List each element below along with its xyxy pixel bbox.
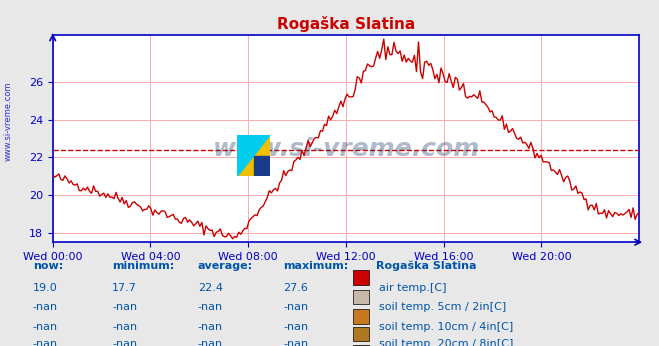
Text: -nan: -nan [33, 339, 58, 346]
Text: www.si-vreme.com: www.si-vreme.com [3, 81, 13, 161]
Text: -nan: -nan [112, 322, 137, 332]
Polygon shape [237, 135, 270, 176]
Text: minimum:: minimum: [112, 261, 174, 271]
Text: -nan: -nan [283, 339, 308, 346]
FancyBboxPatch shape [353, 345, 369, 346]
FancyBboxPatch shape [353, 271, 369, 285]
Text: air temp.[C]: air temp.[C] [379, 283, 446, 293]
Text: 19.0: 19.0 [33, 283, 58, 293]
Text: soil temp. 5cm / 2in[C]: soil temp. 5cm / 2in[C] [379, 302, 506, 312]
Text: -nan: -nan [112, 339, 137, 346]
Text: Rogaška Slatina: Rogaška Slatina [376, 261, 476, 271]
Text: soil temp. 10cm / 4in[C]: soil temp. 10cm / 4in[C] [379, 322, 513, 332]
Text: -nan: -nan [283, 322, 308, 332]
Text: -nan: -nan [112, 302, 137, 312]
Text: maximum:: maximum: [283, 261, 349, 271]
Text: 17.7: 17.7 [112, 283, 137, 293]
Text: www.si-vreme.com: www.si-vreme.com [212, 137, 480, 161]
FancyBboxPatch shape [353, 309, 369, 324]
Text: -nan: -nan [198, 322, 223, 332]
Polygon shape [237, 135, 270, 176]
Text: 27.6: 27.6 [283, 283, 308, 293]
Text: soil temp. 20cm / 8in[C]: soil temp. 20cm / 8in[C] [379, 339, 513, 346]
Text: -nan: -nan [198, 339, 223, 346]
FancyBboxPatch shape [353, 327, 369, 341]
Text: 22.4: 22.4 [198, 283, 223, 293]
Title: Rogaška Slatina: Rogaška Slatina [277, 16, 415, 32]
Text: average:: average: [198, 261, 253, 271]
Text: -nan: -nan [198, 302, 223, 312]
Text: -nan: -nan [33, 302, 58, 312]
FancyBboxPatch shape [353, 290, 369, 304]
Polygon shape [254, 156, 270, 176]
Text: -nan: -nan [283, 302, 308, 312]
Text: now:: now: [33, 261, 63, 271]
Text: -nan: -nan [33, 322, 58, 332]
